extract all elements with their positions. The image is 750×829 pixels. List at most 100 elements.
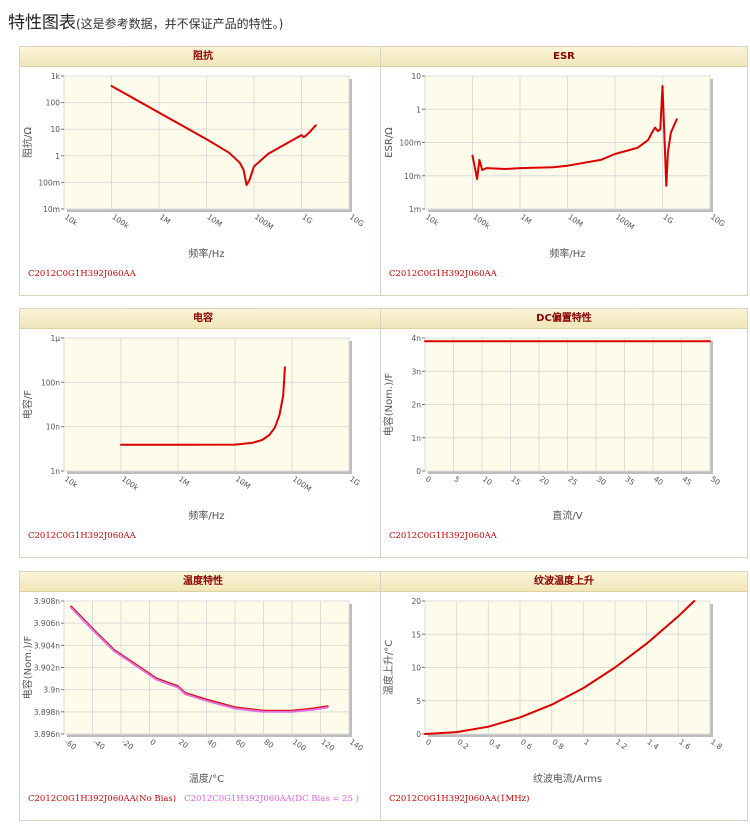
chart-title: 阻抗 bbox=[20, 47, 386, 67]
x-tick-label: 5 bbox=[452, 474, 461, 484]
impedance-chart-panel: 阻抗 10k 100k 1M 10M 100M 1G 10G 10m 100m 1 10 100 1k 频… bbox=[19, 46, 387, 296]
plot-area bbox=[63, 337, 350, 472]
y-axis-label: 电容(Nom.)/F bbox=[21, 636, 34, 700]
x-tick-label: 35 bbox=[623, 474, 636, 487]
legend-entry: C2012C0G1H392J060AA(DC Bias = 25 ) bbox=[184, 794, 359, 804]
x-tick-label: 1G bbox=[300, 212, 314, 226]
series-line bbox=[110, 85, 317, 186]
y-tick-label: 1 bbox=[416, 105, 421, 114]
x-tick-label: 80 bbox=[262, 737, 275, 750]
y-tick-label: 100n bbox=[41, 378, 60, 387]
y-axis-label: 阻抗/Ω bbox=[21, 127, 34, 158]
temperature-chart-panel: 温度特性 -60 -40 -20 0 20 40 60 80 100 120 140 3.896n 3.… bbox=[19, 571, 387, 821]
y-tick-label: 3.898n bbox=[34, 708, 60, 717]
y-tick-label: 20 bbox=[411, 597, 421, 606]
x-tick-label: 20 bbox=[538, 474, 551, 487]
x-tick-label: 50 bbox=[709, 474, 722, 487]
x-tick-label: 100k bbox=[471, 212, 492, 230]
y-tick-label: 10n bbox=[46, 423, 61, 432]
x-tick-label: 10G bbox=[348, 212, 366, 228]
y-tick-label: 10 bbox=[50, 125, 60, 134]
legend-entry: C2012C0G1H392J060AA bbox=[389, 269, 497, 279]
x-tick-label: 0.4 bbox=[487, 737, 502, 751]
capacitance-chart: 10k 100k 1M 10M 100M 1G 1n 10n 100n 1μ 频率/Hz 电容/F bbox=[21, 334, 362, 522]
ripple-chart-panel: 纹波温度上升 0 0.2 0.4 0.6 0.8 1 1.2 1.4 1.6 1.8 0 5 10 15 2… bbox=[380, 571, 748, 821]
y-tick-label: 4n bbox=[411, 334, 421, 343]
x-tick-label: 10 bbox=[481, 474, 494, 487]
x-axis-label: 纹波电流/Arms bbox=[533, 772, 602, 785]
chart-title: 电容 bbox=[20, 309, 386, 329]
y-tick-label: 1n bbox=[411, 434, 421, 443]
x-tick-label: 0.8 bbox=[551, 737, 566, 751]
series-line bbox=[120, 366, 286, 446]
esr-chart-panel: ESR 10k 100k 1M 10M 100M 1G 10G 1m 10m 100m 1 10 频率/… bbox=[380, 46, 748, 296]
x-tick-label: 100M bbox=[291, 474, 313, 493]
x-tick-label: 1M bbox=[177, 474, 191, 488]
y-tick-label: 100m bbox=[399, 139, 421, 148]
chart-legend: C2012C0G1H392J060AA bbox=[28, 531, 136, 541]
impedance-chart: 10k 100k 1M 10M 100M 1G 10G 10m 100m 1 10 100 1k 频率/H… bbox=[21, 72, 366, 260]
x-tick-label: 10k bbox=[63, 474, 80, 490]
y-tick-label: 3.908n bbox=[34, 597, 60, 606]
y-tick-label: 0 bbox=[416, 730, 421, 739]
y-tick-label: 3.896n bbox=[34, 730, 60, 739]
y-tick-label: 1m bbox=[409, 205, 421, 214]
temperature-chart: -60 -40 -20 0 20 40 60 80 100 120 140 3.896n 3.898n 3… bbox=[21, 597, 365, 785]
y-tick-label: 1n bbox=[50, 467, 60, 476]
page-title: 特性图表(这是参考数据，并不保证产品的特性。) bbox=[8, 8, 283, 33]
x-axis-label: 温度/°C bbox=[189, 772, 224, 785]
y-axis-label: 温度上升/°C bbox=[382, 640, 395, 695]
y-tick-label: 3.904n bbox=[34, 641, 60, 650]
x-tick-label: 40 bbox=[652, 474, 665, 487]
chart-title: 纹波温度上升 bbox=[381, 572, 747, 592]
chart-legend: C2012C0G1H392J060AA bbox=[389, 269, 497, 279]
x-tick-label: 10k bbox=[424, 212, 441, 228]
x-tick-label: 1G bbox=[661, 212, 675, 226]
x-tick-label: 100M bbox=[614, 212, 636, 231]
series-line bbox=[424, 600, 696, 735]
x-tick-label: 120 bbox=[319, 737, 336, 753]
chart-title: DC偏置特性 bbox=[381, 309, 747, 329]
series-line bbox=[471, 85, 678, 187]
x-tick-label: 140 bbox=[348, 737, 365, 753]
y-tick-label: 3n bbox=[411, 367, 421, 376]
y-tick-label: 3.906n bbox=[34, 619, 60, 628]
y-axis-label: ESR/Ω bbox=[384, 127, 395, 158]
chart-legend: C2012C0G1H392J060AA(1MHz) bbox=[389, 794, 529, 804]
legend-entry: C2012C0G1H392J060AA bbox=[28, 531, 136, 541]
legend-entry: C2012C0G1H392J060AA(No Bias) bbox=[28, 794, 177, 804]
y-tick-label: 1 bbox=[55, 152, 60, 161]
x-axis-label: 频率/Hz bbox=[188, 509, 224, 522]
y-tick-label: 10m bbox=[43, 205, 60, 214]
x-tick-label: 0 bbox=[424, 474, 433, 484]
y-tick-label: 3.9n bbox=[43, 686, 60, 695]
y-tick-label: 1μ bbox=[50, 334, 60, 343]
x-tick-label: 100M bbox=[253, 212, 275, 231]
series-line bbox=[70, 606, 329, 713]
ripple-chart: 0 0.2 0.4 0.6 0.8 1 1.2 1.4 1.6 1.8 0 5 10 15 20 纹波电流/A… bbox=[382, 597, 724, 785]
legend-entry: C2012C0G1H392J060AA(1MHz) bbox=[389, 794, 530, 804]
x-tick-label: 1G bbox=[348, 474, 362, 488]
x-tick-label: 0 bbox=[424, 737, 433, 747]
y-tick-label: 100m bbox=[38, 178, 60, 187]
chart-title: 温度特性 bbox=[20, 572, 386, 592]
x-tick-label: 10M bbox=[234, 474, 252, 491]
y-axis-label: 电容(Nom.)/F bbox=[382, 373, 395, 437]
y-tick-label: 10m bbox=[404, 172, 421, 181]
dc-bias-chart-panel: DC偏置特性 0 5 10 15 20 25 30 35 40 45 50 0 1n 2n 3n 4n 直流/V… bbox=[380, 308, 748, 558]
x-tick-label: -60 bbox=[63, 737, 78, 752]
x-tick-label: 10k bbox=[63, 212, 80, 228]
legend-entry: C2012C0G1H392J060AA bbox=[389, 531, 497, 541]
x-tick-label: 10G bbox=[709, 212, 727, 228]
esr-chart: 10k 100k 1M 10M 100M 1G 10G 1m 10m 100m 1 10 频率/Hz ES… bbox=[384, 72, 727, 260]
chart-title: ESR bbox=[381, 47, 747, 67]
y-tick-label: 2n bbox=[411, 401, 421, 410]
x-tick-label: 25 bbox=[566, 474, 579, 487]
chart-legend: C2012C0G1H392J060AA bbox=[389, 531, 497, 541]
x-tick-label: 40 bbox=[205, 737, 218, 750]
x-tick-label: 1M bbox=[519, 212, 533, 226]
x-axis-label: 频率/Hz bbox=[188, 247, 224, 260]
page-title-text: 特性图表 bbox=[8, 13, 76, 33]
x-tick-label: 15 bbox=[509, 474, 522, 487]
y-axis-label: 电容/F bbox=[21, 390, 34, 419]
